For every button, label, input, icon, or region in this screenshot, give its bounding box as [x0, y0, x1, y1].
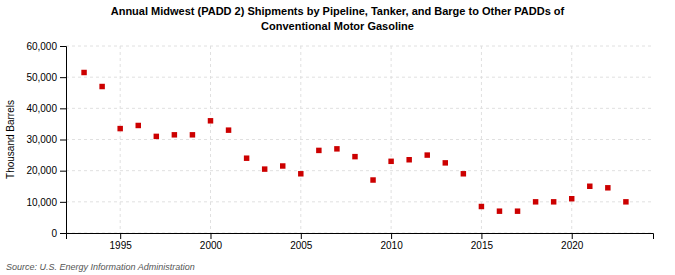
- y-tick-label: 60,000: [26, 41, 57, 52]
- x-tick-mark: [210, 233, 211, 239]
- x-tick-label: 2005: [290, 240, 313, 251]
- grid-line-y: [66, 170, 653, 171]
- point: [461, 171, 466, 176]
- point: [551, 199, 556, 204]
- x-tick-mark: [391, 233, 392, 239]
- point: [190, 132, 195, 137]
- y-tick: 0: [51, 228, 66, 239]
- y-axis: 0 10,000 20,000 30,000 40,000 50,000 60,000: [26, 41, 66, 239]
- point: [370, 177, 375, 182]
- grid-line-y: [66, 139, 653, 140]
- x-tick-label: 2020: [561, 240, 584, 251]
- y-tick-mark: [60, 233, 66, 234]
- point: [587, 184, 592, 189]
- grid: [66, 46, 653, 233]
- x-tick: 2020: [561, 233, 584, 251]
- y-tick-label: 30,000: [26, 134, 57, 145]
- point: [388, 159, 393, 164]
- y-axis-title: Thousand Barrels: [5, 100, 16, 179]
- title: Annual Midwest (PADD 2) Shipments by Pip…: [111, 5, 565, 17]
- x-tick-mark: [301, 233, 302, 239]
- x-tick: 2005: [290, 233, 313, 251]
- y-tick-mark: [60, 108, 66, 109]
- y-tick-mark: [60, 140, 66, 141]
- grid-line-y: [66, 77, 653, 78]
- point: [515, 208, 520, 213]
- point: [406, 157, 411, 162]
- plot: 1995 2000 2005 2010 2015 2020 0 10,000 20,000 30,…: [26, 41, 653, 251]
- point: [424, 152, 429, 157]
- x-axis-line: [67, 234, 654, 240]
- point: [334, 146, 339, 151]
- y-tick: 30,000: [26, 134, 66, 145]
- point: [226, 127, 231, 132]
- source: Source: U.S. Energy Information Administ…: [6, 262, 195, 272]
- y-tick-label: 0: [51, 228, 57, 239]
- x-tick-label: 2000: [200, 240, 223, 251]
- x-tick-mark: [120, 233, 121, 239]
- y-tick: 60,000: [26, 41, 66, 52]
- y-tick-label: 20,000: [26, 165, 57, 176]
- subtitle: Conventional Motor Gasoline: [261, 20, 414, 32]
- point: [443, 160, 448, 165]
- y-tick-label: 50,000: [26, 72, 57, 83]
- x-axis: 1995 2000 2005 2010 2015 2020: [67, 233, 654, 251]
- y-tick-label: 10,000: [26, 197, 57, 208]
- x-tick-label: 2015: [471, 240, 494, 251]
- point: [623, 199, 628, 204]
- y-tick-mark: [60, 77, 66, 78]
- x-tick-label: 2010: [380, 240, 403, 251]
- point: [262, 166, 267, 171]
- point: [117, 126, 122, 131]
- y-axis-line: [60, 47, 67, 234]
- point: [154, 134, 159, 139]
- point: [316, 148, 321, 153]
- point: [298, 171, 303, 176]
- x-tick-mark: [572, 233, 573, 239]
- point: [172, 132, 177, 137]
- grid-line-y: [66, 46, 653, 47]
- x-tick: 2010: [380, 233, 403, 251]
- x-tick-label: 1995: [110, 240, 133, 251]
- point: [497, 208, 502, 213]
- point: [569, 196, 574, 201]
- grid-line-y: [66, 108, 653, 109]
- x-tick: 1995: [110, 233, 133, 251]
- y-tick: 20,000: [26, 165, 66, 176]
- point: [208, 118, 213, 123]
- point: [533, 199, 538, 204]
- y-tick: 40,000: [26, 103, 66, 114]
- x-tick-mark: [481, 233, 482, 239]
- y-tick: 50,000: [26, 72, 66, 83]
- point: [352, 154, 357, 159]
- point: [81, 70, 86, 75]
- chart: Annual Midwest (PADD 2) Shipments by Pip…: [0, 0, 675, 275]
- point: [99, 84, 104, 89]
- y-tick-label: 40,000: [26, 103, 57, 114]
- y-tick-mark: [60, 171, 66, 172]
- point: [136, 123, 141, 128]
- y-tick-mark: [60, 46, 66, 47]
- points: [81, 70, 628, 214]
- point: [244, 155, 249, 160]
- x-tick: 2000: [200, 233, 223, 251]
- grid-line-y: [66, 201, 653, 202]
- y-tick: 10,000: [26, 197, 66, 208]
- x-tick: 2015: [471, 233, 494, 251]
- point: [479, 204, 484, 209]
- point: [280, 163, 285, 168]
- y-tick-mark: [60, 202, 66, 203]
- point: [605, 185, 610, 190]
